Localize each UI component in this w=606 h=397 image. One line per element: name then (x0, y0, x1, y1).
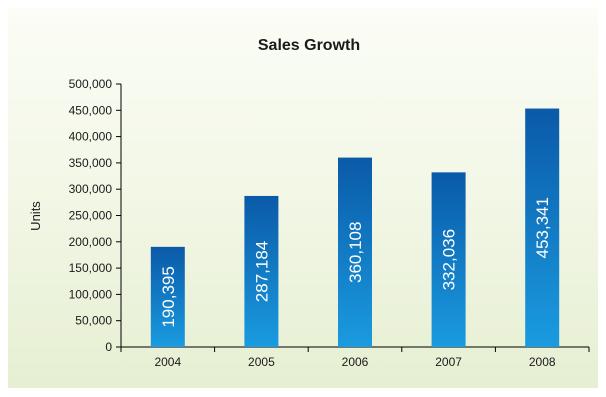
chart-background (8, 8, 598, 388)
y-tick-label: 250,000 (69, 209, 113, 223)
bar-value-label: 332,036 (440, 229, 459, 290)
x-tick-label: 2006 (342, 355, 369, 369)
x-tick-label: 2004 (154, 355, 181, 369)
y-tick-label: 200,000 (69, 235, 113, 249)
bar-2006 (338, 157, 372, 347)
y-tick-label: 300,000 (69, 182, 113, 196)
y-tick-label: 50,000 (75, 314, 112, 328)
y-axis-label: Units (28, 201, 43, 231)
bar-2008 (525, 108, 560, 347)
bar-value-label: 190,395 (159, 266, 178, 327)
bar-value-label: 453,341 (533, 197, 552, 258)
bar-2007 (431, 172, 466, 347)
y-tick-label: 500,000 (69, 77, 113, 91)
bar-value-label: 287,184 (252, 241, 271, 302)
y-tick-label: 100,000 (69, 287, 113, 301)
bar-value-label: 360,108 (346, 222, 365, 283)
x-tick-label: 2008 (529, 355, 556, 369)
y-tick-label: 0 (105, 340, 112, 354)
y-tick-label: 150,000 (69, 261, 113, 275)
y-tick-label: 400,000 (69, 130, 113, 144)
x-tick-label: 2007 (435, 355, 462, 369)
plot-area: 0 50,000 100,000 150,000 200,000 250,000 300,0… (69, 77, 590, 369)
y-tick-label: 450,000 (69, 103, 113, 117)
bar-2004 (150, 246, 185, 347)
x-tick-label: 2005 (248, 355, 275, 369)
bar-2005 (244, 195, 279, 347)
chart-title: Sales Growth (258, 37, 360, 54)
y-tick-label: 350,000 (69, 156, 113, 170)
